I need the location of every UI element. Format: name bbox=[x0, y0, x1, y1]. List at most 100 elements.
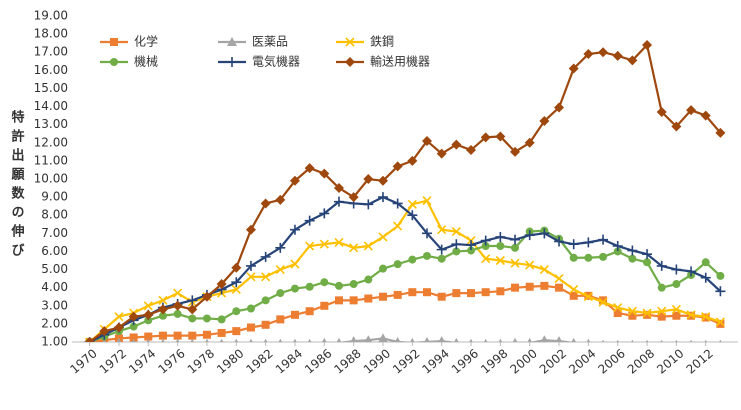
marker bbox=[263, 338, 268, 342]
marker bbox=[642, 249, 653, 260]
y-tick-label: 3.00 bbox=[41, 298, 68, 312]
marker bbox=[116, 337, 122, 342]
marker bbox=[571, 337, 576, 342]
marker bbox=[377, 175, 388, 186]
marker bbox=[510, 234, 521, 245]
marker bbox=[586, 338, 591, 342]
marker bbox=[407, 199, 417, 209]
x-tick-label: 1980 bbox=[214, 346, 246, 376]
marker bbox=[719, 339, 722, 342]
marker bbox=[201, 291, 212, 302]
marker bbox=[128, 311, 139, 322]
marker bbox=[320, 278, 329, 287]
marker bbox=[716, 271, 725, 280]
marker bbox=[686, 105, 697, 116]
marker bbox=[451, 139, 462, 150]
marker bbox=[187, 295, 198, 306]
marker bbox=[205, 338, 209, 342]
x-tick-label: 1988 bbox=[331, 346, 363, 376]
x-tick-label: 2012 bbox=[684, 346, 716, 376]
marker bbox=[190, 338, 195, 342]
y-tick-label: 9.00 bbox=[41, 190, 68, 204]
marker bbox=[350, 336, 357, 342]
x-tick-label: 1998 bbox=[478, 346, 510, 376]
marker bbox=[378, 232, 388, 242]
marker bbox=[511, 283, 520, 292]
marker bbox=[645, 339, 649, 342]
marker bbox=[643, 258, 652, 267]
legend-label: 輸送用機器 bbox=[370, 54, 430, 69]
marker bbox=[613, 309, 622, 318]
marker bbox=[554, 274, 564, 284]
marker bbox=[436, 148, 447, 159]
marker bbox=[686, 310, 696, 320]
marker bbox=[407, 210, 418, 221]
x-tick-label: 2006 bbox=[595, 346, 627, 376]
marker bbox=[598, 297, 608, 307]
marker bbox=[129, 322, 138, 331]
marker bbox=[187, 304, 198, 315]
marker bbox=[554, 236, 565, 247]
marker bbox=[322, 337, 327, 342]
marker bbox=[423, 251, 432, 260]
marker bbox=[495, 255, 505, 266]
marker bbox=[345, 37, 355, 47]
x-tick-label: 2002 bbox=[537, 346, 569, 376]
marker bbox=[261, 272, 271, 282]
marker bbox=[612, 50, 623, 61]
marker bbox=[392, 198, 403, 209]
marker bbox=[349, 243, 359, 253]
marker bbox=[540, 281, 549, 290]
marker bbox=[642, 308, 652, 318]
marker bbox=[290, 310, 299, 319]
marker bbox=[480, 235, 491, 246]
marker bbox=[304, 163, 315, 174]
marker bbox=[217, 328, 226, 337]
marker bbox=[158, 311, 167, 320]
y-tick-label: 14.00 bbox=[34, 99, 68, 113]
marker bbox=[348, 192, 359, 203]
y-tick-label: 2.00 bbox=[41, 316, 68, 330]
marker bbox=[260, 251, 271, 262]
marker bbox=[469, 338, 473, 342]
marker bbox=[144, 332, 153, 341]
marker bbox=[305, 282, 314, 291]
x-tick-label: 2000 bbox=[507, 346, 539, 376]
marker bbox=[334, 296, 343, 305]
marker bbox=[232, 307, 241, 316]
marker bbox=[144, 316, 153, 325]
marker bbox=[480, 132, 491, 143]
x-tick-label: 1990 bbox=[361, 346, 393, 376]
marker bbox=[219, 338, 224, 342]
marker bbox=[260, 198, 271, 209]
marker bbox=[715, 317, 725, 327]
marker bbox=[378, 264, 387, 273]
marker bbox=[569, 284, 579, 295]
marker bbox=[245, 224, 256, 235]
y-tick-label: 10.00 bbox=[34, 172, 68, 186]
y-tick-label: 16.00 bbox=[34, 63, 68, 77]
marker bbox=[319, 168, 330, 179]
marker bbox=[378, 292, 387, 301]
marker bbox=[173, 331, 182, 340]
marker bbox=[584, 253, 593, 262]
marker bbox=[436, 244, 447, 255]
marker bbox=[616, 339, 619, 342]
y-tick-label: 18.00 bbox=[34, 27, 68, 41]
marker bbox=[583, 292, 593, 302]
marker bbox=[540, 335, 549, 342]
marker bbox=[715, 127, 726, 138]
marker bbox=[568, 239, 579, 250]
marker bbox=[393, 290, 402, 299]
marker bbox=[246, 272, 256, 282]
marker bbox=[437, 225, 447, 235]
marker bbox=[481, 288, 490, 297]
marker bbox=[349, 296, 358, 305]
marker bbox=[675, 339, 678, 342]
marker bbox=[113, 322, 124, 333]
x-tick-label: 1982 bbox=[243, 346, 275, 376]
x-tick-label: 2008 bbox=[625, 346, 657, 376]
marker bbox=[672, 311, 681, 320]
y-tick-label: 4.00 bbox=[41, 280, 68, 294]
marker bbox=[467, 246, 476, 255]
